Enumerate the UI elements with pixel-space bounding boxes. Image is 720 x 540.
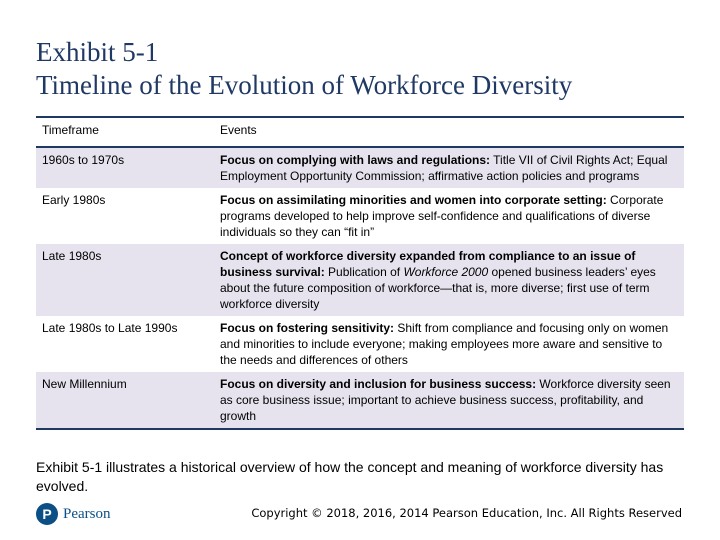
table-row: Late 1980s Concept of workforce diversit… [36,244,684,316]
timeframe-cell: Late 1980s to Late 1990s [42,321,178,335]
event-lead: Focus on fostering sensitivity: [220,321,395,335]
events-cell: Focus on assimilating minorities and wom… [212,188,684,244]
pearson-logo: P Pearson [36,502,111,526]
slide-title: Exhibit 5-1 Timeline of the Evolution of… [36,36,696,102]
header-events: Events [212,116,684,148]
timeframe-cell: Late 1980s [36,244,212,316]
timeframe-cell: Early 1980s [42,193,106,207]
event-text: Title VII of Civil Rights Act; Equal Emp… [220,153,668,183]
event-text: Corporate programs developed to help imp… [220,193,664,239]
event-italic-title: Workforce 2000 [403,265,489,279]
pearson-logo-icon: P [36,503,58,525]
events-cell: Focus on fostering sensitivity: Shift fr… [212,316,684,372]
timeframe-cell: New Millennium [36,372,212,430]
event-text: Publication of [324,265,404,279]
timeline-table: Timeframe Events 1960s to 1970s Focus on… [36,116,684,430]
event-lead: Concept of workforce diversity expanded … [220,249,636,279]
event-lead: Focus on diversity and inclusion for bus… [220,377,537,391]
table-row: 1960s to 1970s Focus on complying with l… [36,147,684,188]
event-text: Shift from compliance and focusing only … [220,321,669,367]
table-row: Late 1980s to Late 1990s Focus on foster… [36,316,684,372]
table-row: New Millennium Focus on diversity and in… [36,372,684,430]
event-text: Workforce diversity seen as core busines… [220,377,671,423]
caption: Exhibit 5-1 illustrates a historical ove… [36,459,664,494]
event-lead: Focus on complying with laws and regulat… [220,153,491,167]
event-text: opened business leaders’ eyes about the … [220,265,656,311]
event-lead: Focus on assimilating minorities and wom… [220,193,607,207]
table-row: Early 1980s Focus on assimilating minori… [36,188,684,244]
events-cell: Focus on complying with laws and regulat… [212,147,684,188]
title-line-2: Timeline of the Evolution of Workforce D… [36,70,573,100]
pearson-logo-text: Pearson [63,505,111,522]
events-cell: Concept of workforce diversity expanded … [212,244,684,316]
events-cell: Focus on diversity and inclusion for bus… [212,372,684,430]
header-timeframe: Timeframe [36,116,212,148]
title-line-1: Exhibit 5-1 [36,37,159,67]
timeframe-cell: 1960s to 1970s [36,147,212,188]
table-header-row: Timeframe Events [36,116,684,148]
copyright-notice: Copyright © 2018, 2016, 2014 Pearson Edu… [251,506,682,520]
